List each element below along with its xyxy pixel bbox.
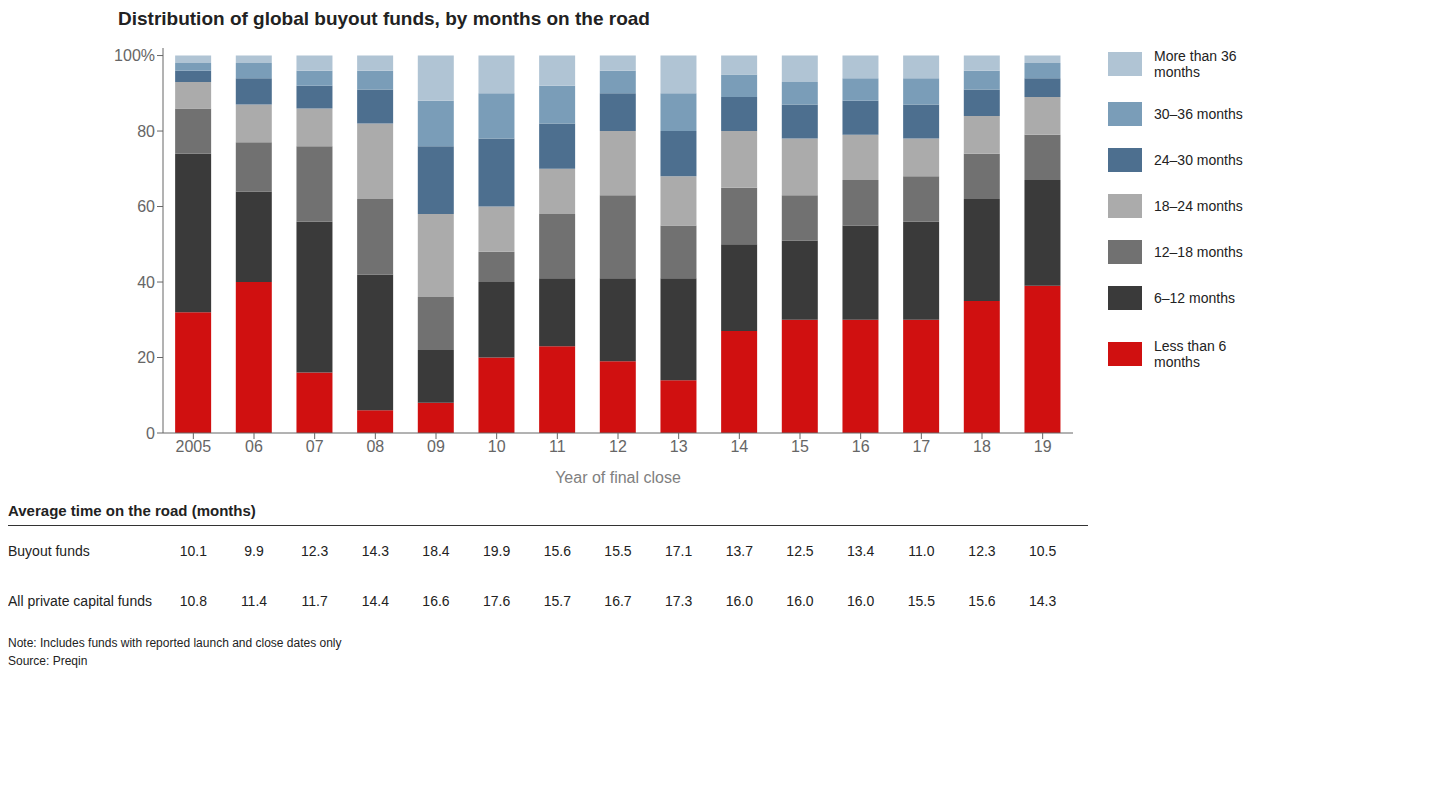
svg-text:09: 09 [427,438,445,455]
html-text:16.0: 16.0 [725,593,753,609]
svg-text:20: 20 [137,349,155,366]
html-text:Average time on the road (mont: Average time on the road (months) [8,502,256,519]
html-text:17.3: 17.3 [665,593,693,609]
svg-text:12: 12 [609,438,627,455]
html-text:15.6: 15.6 [968,593,996,609]
html-text:15.6: 15.6 [543,543,571,559]
svg-text:60: 60 [137,198,155,215]
html-text:9.9: 9.9 [244,543,264,559]
html-text:Note: Includes funds with repo: Note: Includes funds with reported launc… [8,636,342,650]
html-text:19.9: 19.9 [483,543,511,559]
svg-text:18: 18 [973,438,991,455]
svg-text:15: 15 [791,438,809,455]
html-text:10.8: 10.8 [179,593,207,609]
svg-text:2005: 2005 [176,438,212,455]
html-text:18–24 months: 18–24 months [1154,198,1243,214]
html-text:12.3: 12.3 [301,543,329,559]
html-text:17.6: 17.6 [483,593,511,609]
html-text:Distribution of global buyout: Distribution of global buyout funds, by … [118,8,650,29]
svg-text:13: 13 [670,438,688,455]
html-text:15.5: 15.5 [604,543,632,559]
html-text:16.6: 16.6 [422,593,450,609]
html-text:10.5: 10.5 [1029,543,1057,559]
svg-text:08: 08 [366,438,384,455]
html-text:6–12 months: 6–12 months [1154,290,1235,306]
svg-text:14: 14 [730,438,748,455]
html-text:14.4: 14.4 [361,593,389,609]
html-text:More than 36 months: More than 36 months [1154,48,1237,80]
html-text:17.1: 17.1 [665,543,693,559]
svg-text:17: 17 [912,438,930,455]
svg-text:10: 10 [488,438,506,455]
html-text:13.7: 13.7 [725,543,753,559]
html-text:13.4: 13.4 [847,543,875,559]
html-text:14.3: 14.3 [1029,593,1057,609]
html-text:11.4: 11.4 [240,593,268,609]
html-text:15.5: 15.5 [907,593,935,609]
svg-text:Year of final close: Year of final close [555,469,681,486]
html-text:12.3: 12.3 [968,543,996,559]
html-text:Less than 6 months: Less than 6 months [1154,338,1227,370]
html-text:30–36 months: 30–36 months [1154,106,1243,122]
html-text:12–18 months: 12–18 months [1154,244,1243,260]
html-text:Buyout funds: Buyout funds [8,543,90,559]
html-text:14.3: 14.3 [361,543,389,559]
html-text:All private capital funds: All private capital funds [8,593,152,609]
html-text:18.4: 18.4 [422,543,450,559]
html-text:11.0: 11.0 [908,543,935,559]
svg-text:11: 11 [549,438,566,455]
html-text:24–30 months: 24–30 months [1154,152,1243,168]
html-text:16.0: 16.0 [847,593,875,609]
html-text:10.1: 10.1 [179,543,207,559]
svg-text:40: 40 [137,274,155,291]
html-text:15.7: 15.7 [543,593,571,609]
html-text:11.7: 11.7 [301,593,328,609]
svg-text:06: 06 [245,438,263,455]
svg-text:16: 16 [852,438,870,455]
html-text:16.7: 16.7 [604,593,632,609]
html-text:16.0: 16.0 [786,593,814,609]
svg-text:07: 07 [306,438,324,455]
svg-text:80: 80 [137,123,155,140]
svg-text:0: 0 [146,425,155,442]
svg-text:100%: 100% [114,47,155,64]
svg-text:19: 19 [1034,438,1052,455]
html-text:12.5: 12.5 [786,543,814,559]
html-text:Source: Preqin: Source: Preqin [8,654,88,668]
